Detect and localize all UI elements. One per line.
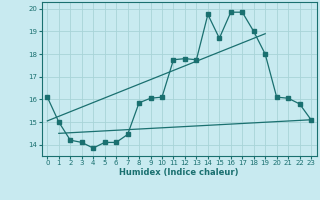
X-axis label: Humidex (Indice chaleur): Humidex (Indice chaleur) xyxy=(119,168,239,177)
